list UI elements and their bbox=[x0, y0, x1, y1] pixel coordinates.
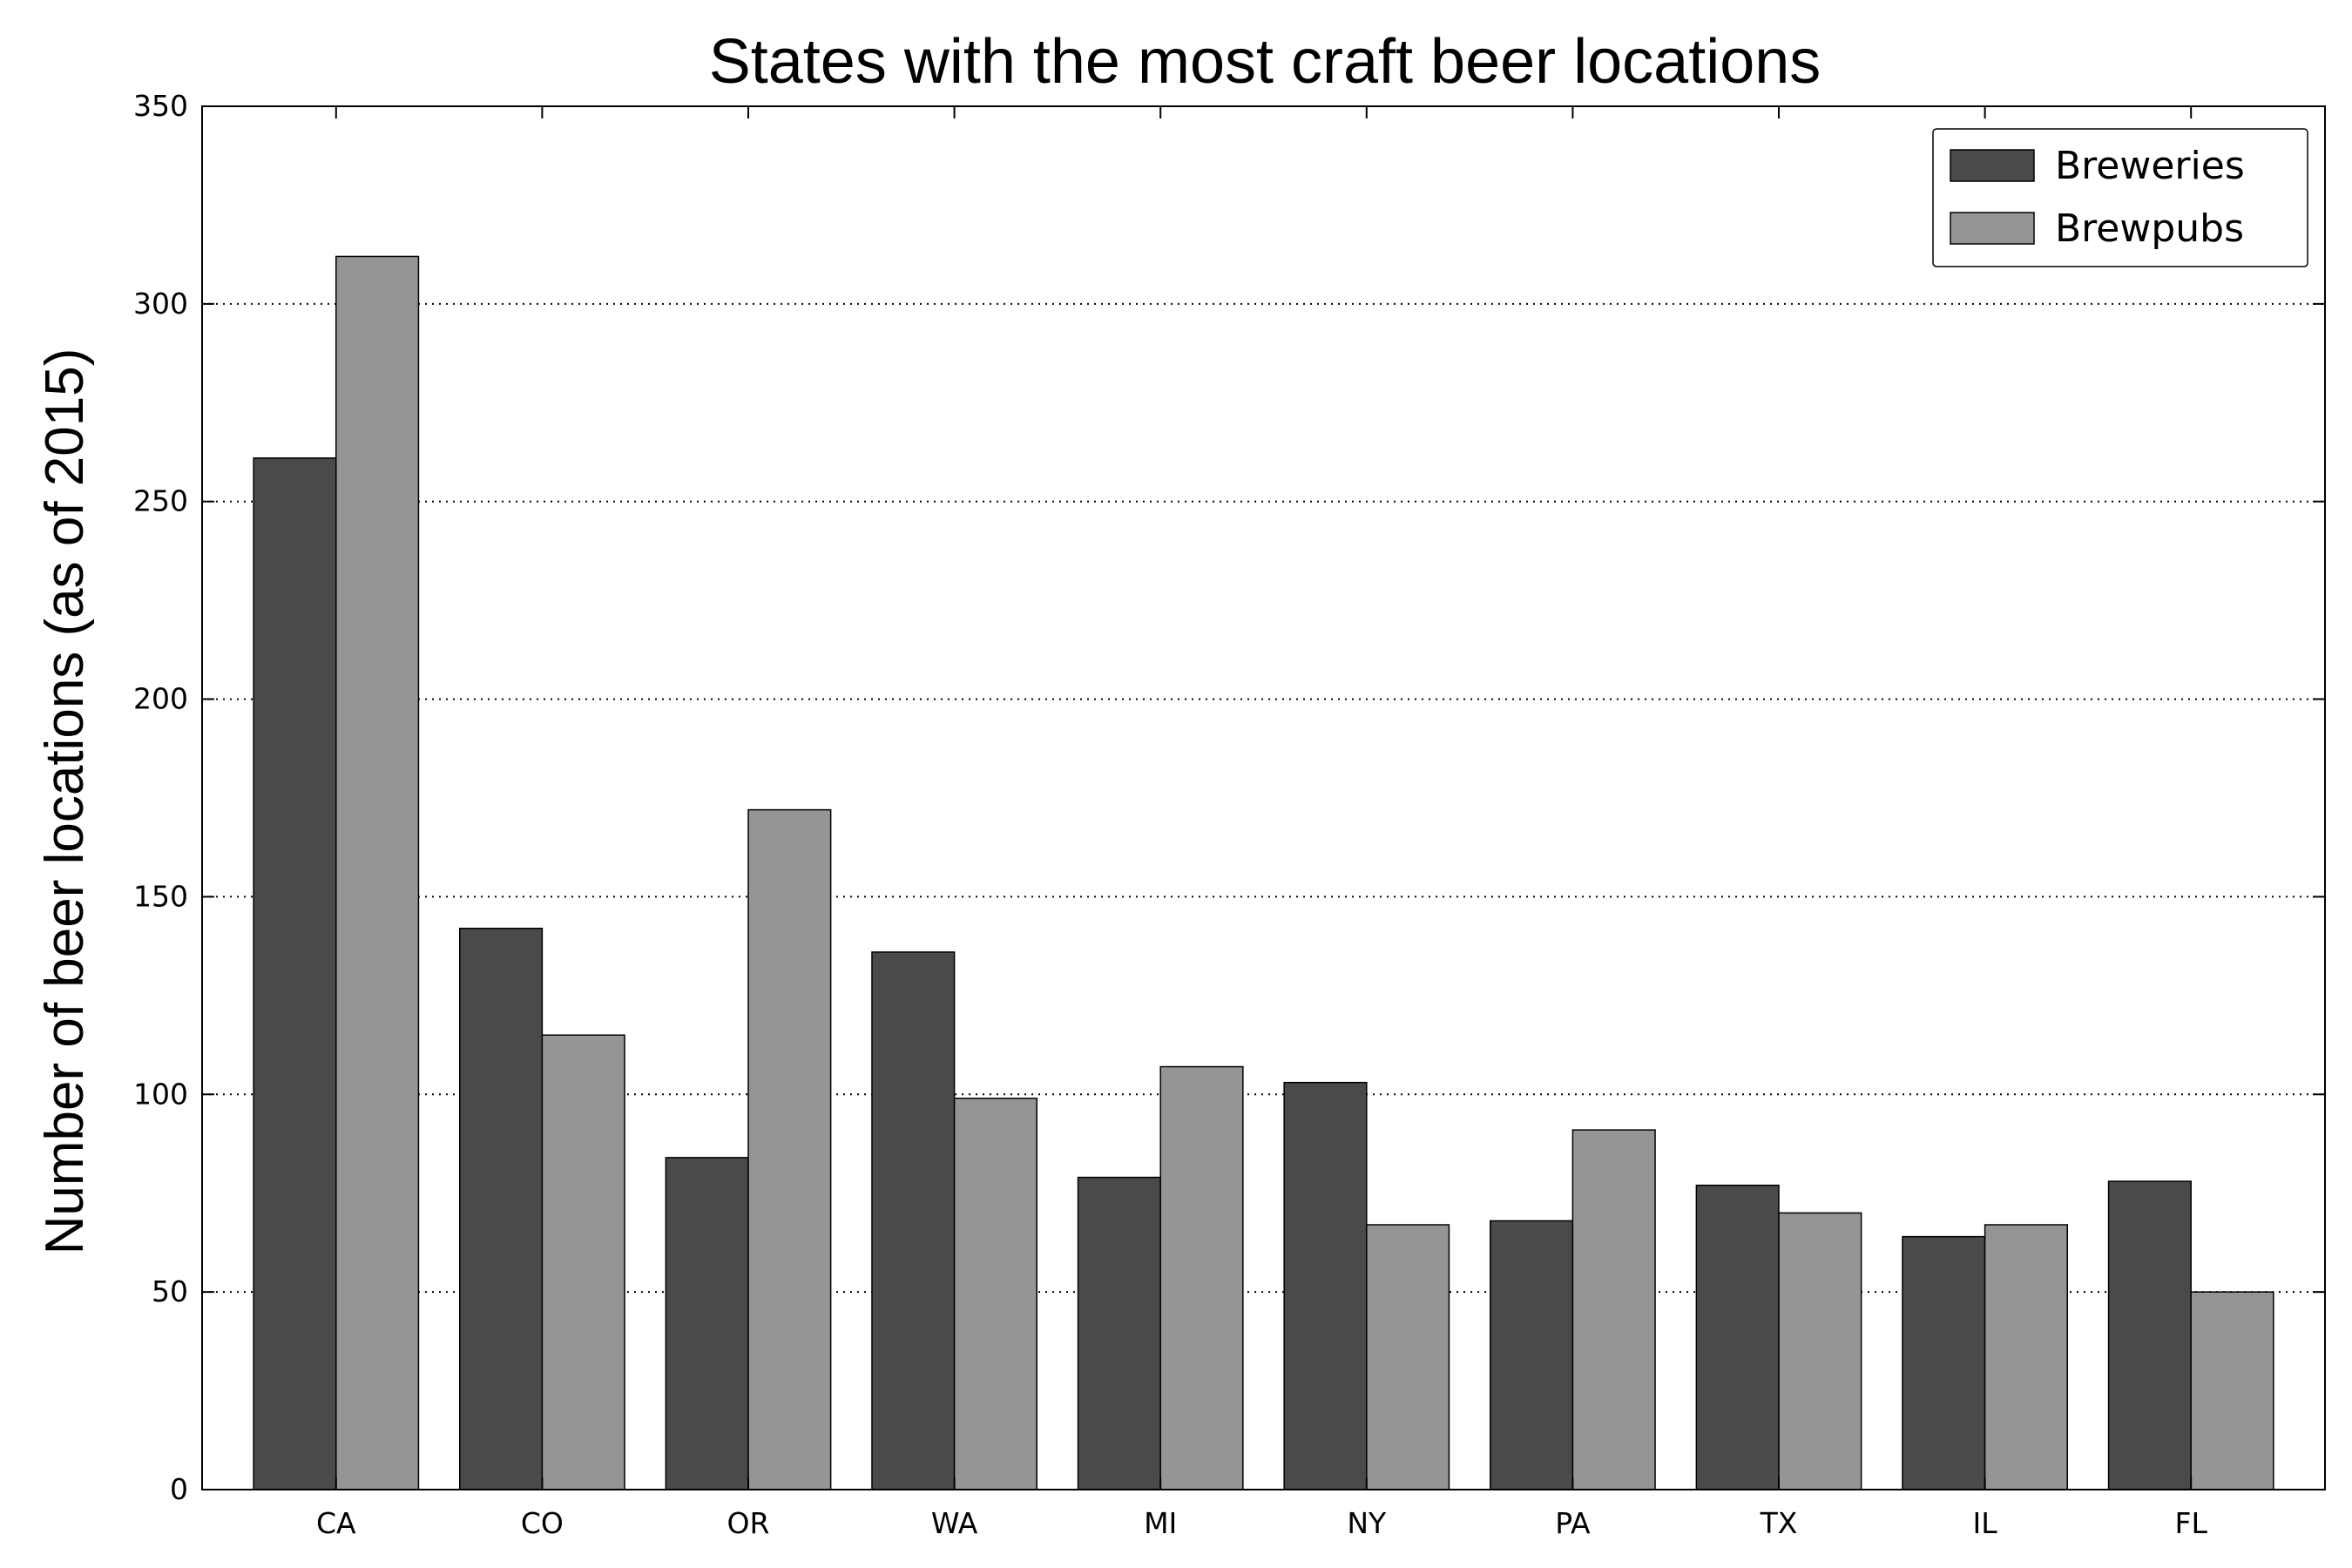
y-tick-label: 100 bbox=[133, 1077, 188, 1111]
x-tick-label: IL bbox=[1973, 1506, 1998, 1540]
bar-breweries-tx bbox=[1695, 1184, 1780, 1490]
x-tick-label: CO bbox=[521, 1506, 564, 1540]
x-tick-label: CA bbox=[316, 1506, 356, 1540]
bar-breweries-co bbox=[459, 927, 544, 1490]
y-axis-label: Number of beer locations (as of 2015) bbox=[35, 348, 95, 1255]
x-tick-label: WA bbox=[931, 1506, 978, 1540]
y-tick-label: 300 bbox=[133, 287, 188, 321]
bar-breweries-mi bbox=[1077, 1176, 1161, 1490]
bar-brewpubs-pa bbox=[1571, 1129, 1656, 1490]
bar-breweries-fl bbox=[2107, 1180, 2192, 1490]
bars bbox=[253, 255, 2274, 1490]
bar-brewpubs-ny bbox=[1366, 1224, 1450, 1490]
legend-swatch-breweries bbox=[1950, 149, 2035, 182]
axis-ticks bbox=[202, 105, 2325, 1490]
x-tick-label: TX bbox=[1760, 1506, 1798, 1540]
legend: Breweries Brewpubs bbox=[1932, 128, 2308, 267]
plot-frame bbox=[201, 105, 2326, 1490]
bar-brewpubs-co bbox=[541, 1034, 625, 1490]
bar-breweries-pa bbox=[1490, 1220, 1574, 1490]
bar-breweries-ca bbox=[253, 457, 337, 1490]
bar-brewpubs-fl bbox=[2190, 1291, 2274, 1490]
legend-swatch-brewpubs bbox=[1950, 212, 2035, 245]
bar-breweries-il bbox=[1902, 1235, 1986, 1490]
y-tick-label: 250 bbox=[133, 484, 188, 518]
y-tick-label: 50 bbox=[152, 1274, 188, 1308]
y-tick-labels: 0 50 100 150 200 250 300 350 bbox=[133, 89, 188, 1506]
bar-brewpubs-wa bbox=[953, 1098, 1037, 1490]
x-tick-label: PA bbox=[1555, 1506, 1591, 1540]
bar-brewpubs-tx bbox=[1778, 1212, 1862, 1490]
x-tick-label: FL bbox=[2175, 1506, 2208, 1540]
bar-brewpubs-ca bbox=[335, 255, 420, 1490]
x-tick-label: NY bbox=[1347, 1506, 1387, 1540]
bar-breweries-wa bbox=[871, 951, 956, 1490]
chart-title: States with the most craft beer location… bbox=[709, 27, 1821, 97]
bar-brewpubs-il bbox=[1984, 1224, 2068, 1490]
y-tick-label: 150 bbox=[133, 879, 188, 913]
y-tick-label: 0 bbox=[170, 1472, 188, 1506]
x-tick-labels: CA CO OR WA MI NY PA TX IL FL bbox=[316, 1506, 2208, 1540]
bar-brewpubs-or bbox=[747, 808, 832, 1490]
x-tick-label: MI bbox=[1144, 1506, 1177, 1540]
x-tick-label: OR bbox=[727, 1506, 770, 1540]
bar-brewpubs-mi bbox=[1159, 1065, 1244, 1490]
legend-label-brewpubs: Brewpubs bbox=[2055, 206, 2244, 251]
bar-breweries-or bbox=[665, 1157, 749, 1490]
y-tick-label: 200 bbox=[133, 682, 188, 716]
y-tick-label: 350 bbox=[133, 89, 188, 123]
legend-label-breweries: Breweries bbox=[2055, 144, 2245, 188]
bar-breweries-ny bbox=[1283, 1081, 1368, 1490]
